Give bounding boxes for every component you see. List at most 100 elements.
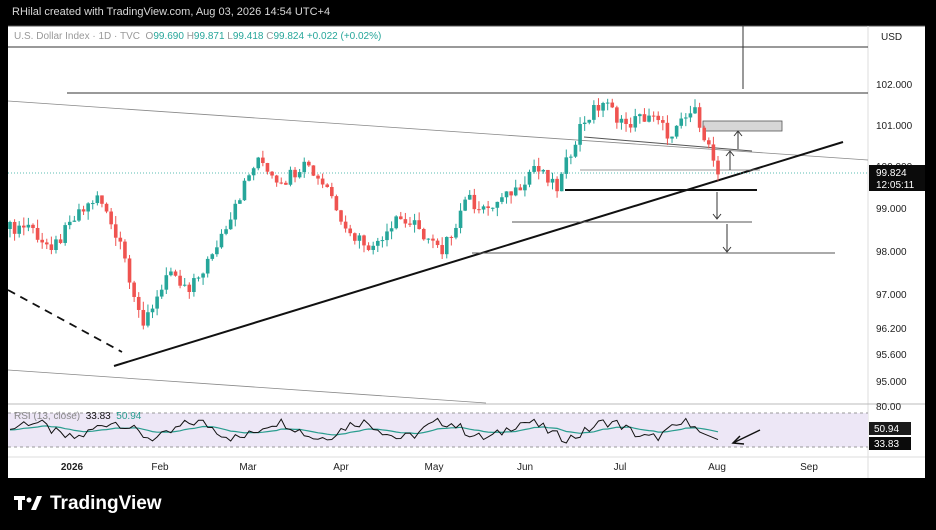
candle-body	[343, 221, 348, 229]
candle-body	[582, 122, 587, 124]
candle-body	[357, 235, 362, 241]
candle-body	[316, 175, 320, 179]
candle-body	[58, 239, 63, 243]
rsi-tick-label: 80.00	[876, 402, 901, 413]
brand[interactable]: TradingView	[14, 493, 162, 515]
candle-body	[178, 275, 182, 286]
up-arrow2-icon	[725, 150, 735, 157]
price-tick-label: 95.600	[876, 350, 907, 361]
candle-body	[201, 273, 205, 278]
rsi-legend[interactable]: RSI (13, close) 33.83 50.94	[14, 411, 141, 422]
time-tick-label: Aug	[708, 462, 726, 473]
candle-body	[164, 275, 169, 290]
chart-credit: RHilal created with TradingView.com, Aug…	[12, 6, 331, 18]
candle-body	[334, 196, 339, 211]
candle-body	[440, 245, 444, 255]
candle-body	[302, 161, 307, 173]
rsi-signal-badge-value: 50.94	[874, 424, 899, 435]
rsi-value: 33.83	[85, 411, 111, 422]
candle-body	[187, 284, 192, 292]
rsi-value-badge	[869, 437, 911, 450]
candle-body	[35, 227, 40, 240]
candle-body	[647, 115, 651, 122]
candle-body	[17, 225, 21, 234]
candle-body	[674, 125, 679, 137]
candle-body	[118, 237, 123, 242]
candle-body	[380, 240, 385, 242]
candle-body	[656, 115, 661, 121]
up-arrow-icon	[733, 130, 743, 137]
rsi-line	[9, 417, 719, 444]
candle-body	[504, 191, 509, 198]
candle-body	[693, 107, 697, 114]
candle-body	[123, 241, 127, 259]
price-tick-label: 96.200	[876, 324, 907, 335]
candle-body	[169, 271, 173, 276]
candle-body	[716, 160, 720, 175]
candle-body	[592, 105, 596, 120]
candle-body	[665, 122, 670, 139]
candle-body	[63, 225, 67, 243]
candle-body	[697, 107, 702, 128]
candle-body	[417, 220, 421, 229]
rsi-layer	[9, 417, 719, 444]
candle-body	[150, 308, 155, 313]
candle-body	[311, 165, 316, 176]
candle-body	[238, 200, 242, 204]
channel-lower-line[interactable]	[7, 369, 487, 404]
last-price-value: 99.824	[876, 168, 907, 179]
candle-body	[707, 140, 711, 145]
candle-body	[702, 127, 707, 141]
chart-background	[8, 26, 925, 478]
candle-body	[159, 289, 164, 297]
candle-body	[270, 171, 274, 176]
currency-label[interactable]: USD	[881, 32, 903, 43]
symbol-name[interactable]: U.S. Dollar Index · 1D · TVC	[14, 31, 140, 42]
candle-body	[40, 239, 44, 243]
candle-body	[182, 284, 187, 286]
channel-upper-line[interactable]	[7, 100, 869, 161]
candle-body	[44, 242, 49, 245]
candle-body	[550, 178, 555, 183]
candle-body	[523, 184, 527, 191]
candle-body	[463, 199, 467, 211]
resistance-zone-box[interactable]	[702, 120, 783, 132]
candle-body	[210, 254, 215, 259]
candle-body	[421, 229, 426, 240]
candle-body	[8, 221, 12, 229]
candle-body	[72, 220, 77, 222]
candle-body	[495, 201, 500, 208]
neckline[interactable]	[583, 136, 753, 152]
candle-body	[233, 203, 238, 220]
dashed-trend-line[interactable]	[7, 289, 123, 353]
price-tick-label: 98.000	[876, 247, 907, 258]
price-tick-label: 99.000	[876, 204, 907, 215]
rsi-arrow-shaft	[732, 429, 761, 444]
candle-body	[628, 124, 633, 128]
candle-body	[104, 203, 109, 212]
candle-body	[638, 114, 642, 117]
candle-body	[444, 236, 449, 255]
candle-body	[205, 258, 210, 274]
candle-body	[297, 172, 302, 178]
open-label: O	[145, 31, 154, 42]
symbol-legend[interactable]: U.S. Dollar Index · 1D · TVC O99.690 H99…	[14, 31, 381, 42]
candle-body	[136, 296, 141, 310]
candle-body	[173, 271, 178, 276]
candle-body	[688, 113, 693, 118]
candle-body	[601, 103, 605, 111]
time-axis: 2026 Feb Mar Apr May Jun Jul Aug Sep	[61, 462, 818, 473]
candle-body	[412, 220, 417, 225]
brand-name: TradingView	[50, 493, 162, 514]
uptrend-line[interactable]	[113, 141, 844, 367]
candle-body	[578, 124, 582, 145]
low-value: 99.418	[232, 31, 264, 42]
rsi-signal-value: 50.94	[116, 411, 142, 422]
candle-body	[49, 244, 54, 250]
candle-body	[127, 258, 132, 283]
rsi-label: RSI (13, close)	[14, 411, 81, 422]
candle-body	[247, 175, 251, 181]
candle-body	[12, 221, 17, 234]
candle-body	[141, 309, 146, 326]
candle-body	[389, 228, 394, 232]
